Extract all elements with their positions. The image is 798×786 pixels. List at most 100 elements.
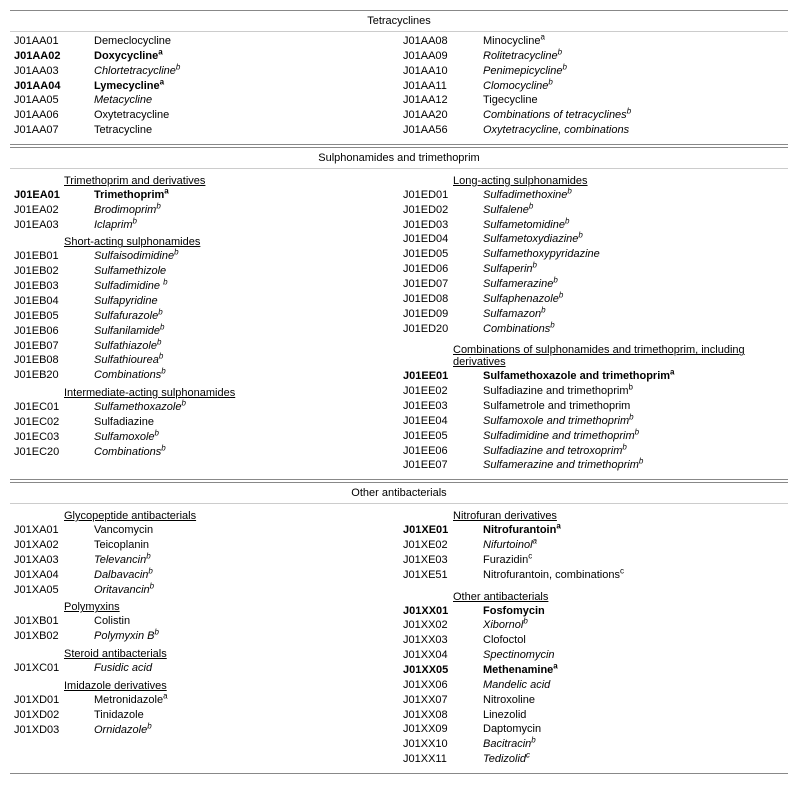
atc-code: J01AA06 xyxy=(14,108,84,123)
atc-code: J01XX08 xyxy=(403,708,473,723)
drug-name: Rolitetracyclineb xyxy=(473,49,784,64)
atc-code: J01XA05 xyxy=(14,583,84,598)
table-row: J01EB01Sulfaisodimidineb xyxy=(14,249,395,264)
section-title: Other antibacterials xyxy=(10,483,788,504)
atc-code: J01AA09 xyxy=(403,49,473,64)
atc-code: J01ED05 xyxy=(403,247,473,262)
drug-name: Daptomycin xyxy=(473,722,784,737)
table-row: J01AA12Tigecycline xyxy=(403,93,784,108)
table-row: J01ED20Combinationsb xyxy=(403,322,784,337)
atc-code: J01XE01 xyxy=(403,523,473,538)
drug-name: Colistin xyxy=(84,614,395,629)
atc-code: J01AA03 xyxy=(14,64,84,79)
atc-code: J01EC03 xyxy=(14,430,84,445)
table-row: J01ED02Sulfaleneb xyxy=(403,203,784,218)
drug-name: Sulfamerazine and trimethoprimb xyxy=(473,458,784,473)
table-row: J01EC03Sulfamoxoleb xyxy=(14,430,395,445)
subsection-title: Imidazole derivatives xyxy=(14,680,395,692)
drug-name: Sulfathioureab xyxy=(84,353,395,368)
atc-code: J01XB02 xyxy=(14,629,84,644)
table-row: J01XX05Methenaminea xyxy=(403,663,784,678)
drug-name: Furazidinc xyxy=(473,553,784,568)
atc-code: J01XD03 xyxy=(14,723,84,738)
drug-name: Sulfadiazine xyxy=(84,415,395,430)
drug-name: Xibornolb xyxy=(473,618,784,633)
drug-name: Demeclocycline xyxy=(84,34,395,49)
atc-code: J01ED02 xyxy=(403,203,473,218)
drug-name: Sulfadimidine b xyxy=(84,279,395,294)
atc-code: J01ED01 xyxy=(403,188,473,203)
table-row: J01XX04Spectinomycin xyxy=(403,648,784,663)
atc-code: J01EC20 xyxy=(14,445,84,460)
drug-name: Sulfamethizole xyxy=(84,264,395,279)
table-row: J01EA02Brodimoprimb xyxy=(14,203,395,218)
table-row: J01XX10Bacitracinb xyxy=(403,737,784,752)
drug-name: Nitrofurantoin, combinationsc xyxy=(473,568,784,583)
drug-name: Clomocyclineb xyxy=(473,79,784,94)
drug-name: Ornidazoleb xyxy=(84,723,395,738)
table-row: J01EE01Sulfamethoxazole and trimethoprim… xyxy=(403,369,784,384)
drug-name: Sulfadiazine and trimethoprimb xyxy=(473,384,784,399)
drug-name: Sulfafurazoleb xyxy=(84,309,395,324)
table-row: J01EA01Trimethoprima xyxy=(14,188,395,203)
drug-name: Spectinomycin xyxy=(473,648,784,663)
right-column: J01AA08MinocyclineaJ01AA09Rolitetracycli… xyxy=(399,34,788,138)
atc-code: J01AA07 xyxy=(14,123,84,138)
atc-code: J01EB08 xyxy=(14,353,84,368)
table-row: J01XX06Mandelic acid xyxy=(403,678,784,693)
drug-name: Nitrofurantoina xyxy=(473,523,784,538)
drug-name: Sulfadimidine and trimethoprimb xyxy=(473,429,784,444)
table-row: J01EB02Sulfamethizole xyxy=(14,264,395,279)
table-row: J01XE02Nifurtoinola xyxy=(403,538,784,553)
table-row: J01XD02Tinidazole xyxy=(14,708,395,723)
atc-code: J01XX05 xyxy=(403,663,473,678)
atc-code: J01AA08 xyxy=(403,34,473,49)
atc-code: J01EA02 xyxy=(14,203,84,218)
drug-name: Oxytetracycline xyxy=(84,108,395,123)
table-row: J01AA20Combinations of tetracyclinesb xyxy=(403,108,784,123)
atc-code: J01AA56 xyxy=(403,123,473,138)
atc-code: J01EE06 xyxy=(403,444,473,459)
drug-name: Iclaprimb xyxy=(84,218,395,233)
drug-name: Chlortetracyclineb xyxy=(84,64,395,79)
subsection-title: Combinations of sulphonamides and trimet… xyxy=(403,344,784,368)
atc-code: J01EE01 xyxy=(403,369,473,384)
table-row: J01ED06Sulfaperinb xyxy=(403,262,784,277)
drug-name: Sulfamethoxypyridazine xyxy=(473,247,784,262)
atc-code: J01ED09 xyxy=(403,307,473,322)
subsection-title: Long-acting sulphonamides xyxy=(403,175,784,187)
table-row: J01EB20Combinationsb xyxy=(14,368,395,383)
atc-code: J01XB01 xyxy=(14,614,84,629)
drug-name: Mandelic acid xyxy=(473,678,784,693)
atc-code: J01EB02 xyxy=(14,264,84,279)
atc-code: J01AA04 xyxy=(14,79,84,94)
drug-name: Combinations of tetracyclinesb xyxy=(473,108,784,123)
drug-name: Sulfanilamideb xyxy=(84,324,395,339)
drug-name: Penimepicyclineb xyxy=(473,64,784,79)
atc-code: J01XE02 xyxy=(403,538,473,553)
atc-code: J01EE02 xyxy=(403,384,473,399)
table-row: J01XX09Daptomycin xyxy=(403,722,784,737)
table-row: J01XA03Televancinb xyxy=(14,553,395,568)
atc-code: J01XD01 xyxy=(14,693,84,708)
table-row: J01ED01Sulfadimethoxineb xyxy=(403,188,784,203)
section: Other antibacterialsGlycopeptide antibac… xyxy=(10,482,788,774)
atc-code: J01EB07 xyxy=(14,339,84,354)
left-column: Trimethoprim and derivativesJ01EA01Trime… xyxy=(10,171,399,473)
atc-code: J01XD02 xyxy=(14,708,84,723)
atc-code: J01AA01 xyxy=(14,34,84,49)
table-row: J01AA05Metacycline xyxy=(14,93,395,108)
table-row: J01XA02Teicoplanin xyxy=(14,538,395,553)
drug-name: Sulfamethoxazoleb xyxy=(84,400,395,415)
atc-code: J01EB03 xyxy=(14,279,84,294)
table-row: J01EB08Sulfathioureab xyxy=(14,353,395,368)
atc-code: J01XX10 xyxy=(403,737,473,752)
table-row: J01EB03Sulfadimidine b xyxy=(14,279,395,294)
drug-name: Fosfomycin xyxy=(473,604,784,619)
table-row: J01ED04Sulfametoxydiazineb xyxy=(403,232,784,247)
table-row: J01XA05Oritavancinb xyxy=(14,583,395,598)
atc-code: J01EA03 xyxy=(14,218,84,233)
atc-code: J01EB04 xyxy=(14,294,84,309)
atc-code: J01EE03 xyxy=(403,399,473,414)
drug-name: Sulfametoxydiazineb xyxy=(473,232,784,247)
